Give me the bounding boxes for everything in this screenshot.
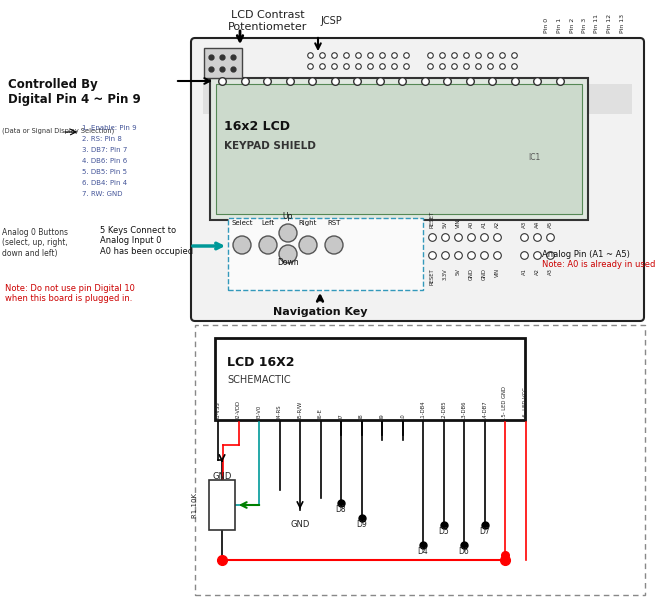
Text: Controlled By
Digital Pin 4 ~ Pin 9: Controlled By Digital Pin 4 ~ Pin 9	[8, 78, 141, 106]
Text: 06-E: 06-E	[318, 408, 323, 420]
Bar	[210, 78, 588, 220]
Text: GND: GND	[469, 268, 473, 280]
Text: 5V: 5V	[442, 221, 448, 228]
Text: 5V: 5V	[455, 268, 461, 275]
Text: R1 10K: R1 10K	[192, 493, 198, 517]
Text: Pin 13: Pin 13	[620, 14, 624, 33]
Text: A3: A3	[522, 221, 526, 228]
Text: 1. Enable: Pin 9: 1. Enable: Pin 9	[82, 125, 136, 131]
Circle shape	[233, 236, 251, 254]
Text: Navigation Key: Navigation Key	[273, 307, 367, 317]
Text: GND: GND	[481, 268, 487, 280]
Text: D4: D4	[418, 547, 428, 556]
Text: LCD Contrast
Potentiometer: LCD Contrast Potentiometer	[228, 10, 308, 32]
Text: 16x2 LCD: 16x2 LCD	[224, 120, 290, 133]
Text: A3: A3	[547, 268, 553, 275]
Bar	[215, 338, 525, 420]
Text: JCSP: JCSP	[320, 16, 342, 26]
Text: RST: RST	[327, 220, 341, 226]
Text: 7. RW: GND: 7. RW: GND	[82, 191, 122, 197]
Text: KEYPAD SHIELD: KEYPAD SHIELD	[224, 141, 316, 151]
Bar	[195, 325, 645, 595]
Circle shape	[279, 224, 297, 242]
Text: 13-DB6: 13-DB6	[461, 401, 467, 420]
Text: D7: D7	[479, 527, 490, 536]
Text: A2: A2	[534, 268, 540, 275]
Circle shape	[259, 236, 277, 254]
Circle shape	[325, 236, 343, 254]
Text: Pin 11: Pin 11	[594, 14, 600, 33]
Text: A2: A2	[495, 221, 500, 228]
Text: 09: 09	[379, 413, 385, 420]
Text: Pin 3: Pin 3	[582, 18, 587, 33]
Text: 3. DB7: Pin 7: 3. DB7: Pin 7	[82, 147, 127, 153]
Text: 5 Keys Connect to
Analog Input 0
A0 has been occupied: 5 Keys Connect to Analog Input 0 A0 has …	[100, 226, 193, 256]
Text: Up: Up	[283, 212, 293, 221]
Text: Note: A0 is already in used: Note: A0 is already in used	[542, 260, 655, 269]
Text: VIN: VIN	[495, 268, 500, 277]
Text: A1: A1	[481, 221, 487, 228]
Text: 04-RS: 04-RS	[277, 404, 282, 420]
Text: Pin 12: Pin 12	[607, 14, 612, 33]
Text: 03-V0: 03-V0	[256, 405, 261, 420]
Text: 05-R/W: 05-R/W	[297, 401, 303, 420]
Text: IC1: IC1	[528, 153, 540, 162]
Text: D9: D9	[356, 520, 367, 529]
Text: Pin 2: Pin 2	[569, 18, 575, 33]
Text: 01-VSS: 01-VSS	[216, 401, 220, 420]
Text: GND: GND	[213, 472, 232, 481]
Text: 16- LED VCC: 16- LED VCC	[523, 387, 528, 420]
Text: SCHEMACTIC: SCHEMACTIC	[227, 375, 291, 385]
Text: Analog Pin (A1 ~ A5): Analog Pin (A1 ~ A5)	[542, 250, 630, 259]
Text: 02-VDD: 02-VDD	[236, 400, 241, 420]
Text: Right: Right	[299, 220, 317, 226]
Text: RESET: RESET	[430, 210, 434, 228]
Text: 12-DB5: 12-DB5	[441, 401, 446, 420]
Circle shape	[279, 245, 297, 263]
Text: Analog 0 Buttons
(select, up, right,
down and left): Analog 0 Buttons (select, up, right, dow…	[2, 228, 68, 258]
Text: A4: A4	[534, 221, 540, 228]
Circle shape	[299, 236, 317, 254]
Text: 6. DB4: Pin 4: 6. DB4: Pin 4	[82, 180, 127, 186]
Text: 07: 07	[338, 413, 344, 420]
Bar	[203, 84, 632, 114]
Text: 08: 08	[359, 413, 364, 420]
Text: 15- LED GND: 15- LED GND	[502, 386, 508, 420]
Text: 5. DB5: Pin 5: 5. DB5: Pin 5	[82, 169, 127, 175]
Text: D6: D6	[459, 547, 469, 556]
Text: 14-DB7: 14-DB7	[482, 401, 487, 420]
Text: 3.3V: 3.3V	[442, 268, 448, 280]
FancyBboxPatch shape	[191, 38, 644, 321]
Text: 10: 10	[400, 413, 405, 420]
Text: Note: Do not use pin Digital 10
when this board is plugged in.: Note: Do not use pin Digital 10 when thi…	[5, 284, 135, 303]
Text: RESET: RESET	[430, 268, 434, 285]
Text: A1: A1	[522, 268, 526, 275]
Text: LCD 16X2: LCD 16X2	[227, 356, 295, 369]
Text: D8: D8	[336, 505, 346, 514]
Text: (Data or Signal Display Selection): (Data or Signal Display Selection)	[2, 128, 115, 135]
Text: Select: Select	[231, 220, 253, 226]
Text: VIN: VIN	[455, 218, 461, 228]
Text: 11-DB4: 11-DB4	[420, 401, 426, 420]
Text: Pin 1: Pin 1	[557, 18, 562, 33]
Text: 2. RS: Pin 8: 2. RS: Pin 8	[82, 136, 122, 142]
Bar	[204, 48, 242, 78]
Text: A0: A0	[469, 221, 473, 228]
Bar	[216, 84, 582, 214]
Bar	[228, 218, 423, 290]
Text: Left: Left	[261, 220, 275, 226]
Text: GND: GND	[291, 520, 310, 529]
Text: Pin 0: Pin 0	[545, 18, 549, 33]
Text: Down: Down	[277, 258, 299, 267]
Bar	[209, 480, 235, 530]
Text: D5: D5	[438, 527, 449, 536]
Text: 4. DB6: Pin 6: 4. DB6: Pin 6	[82, 158, 127, 164]
Text: A5: A5	[547, 221, 553, 228]
